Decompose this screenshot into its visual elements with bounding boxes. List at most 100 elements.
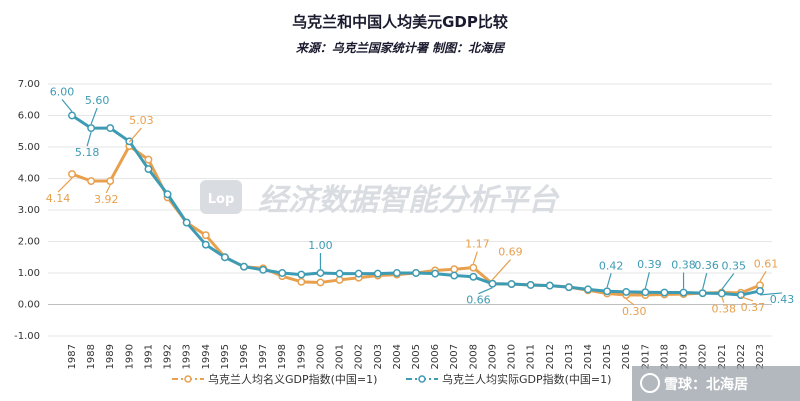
- data-point-1: [698, 289, 707, 298]
- watermark-logo: Lop: [208, 192, 235, 207]
- data-label-pointer: [478, 287, 493, 295]
- data-point-1: [144, 165, 153, 174]
- data-label: 0.37: [741, 296, 765, 314]
- data-label-pointer: [606, 273, 612, 288]
- data-label-text: 0.66: [466, 294, 491, 307]
- x-tick-label: 2013: [564, 344, 575, 369]
- data-label: 0.30: [622, 298, 646, 318]
- data-point-1: [450, 271, 459, 280]
- data-point-1: [259, 265, 268, 274]
- watermark-text: 经济数据智能分析平台: [258, 183, 560, 218]
- data-point-1: [392, 269, 401, 277]
- data-point-1: [469, 272, 478, 281]
- x-tick-label: 2015: [602, 344, 613, 369]
- data-label-pointer: [721, 296, 725, 303]
- data-label-text: 0.36: [694, 259, 719, 272]
- data-label-text: 4.14: [46, 192, 71, 205]
- data-label-text: 0.35: [722, 259, 747, 272]
- data-label-text: 6.00: [50, 86, 75, 99]
- data-point-0: [450, 265, 459, 274]
- data-point-1: [335, 269, 344, 278]
- legend-label-nominal: 乌克兰人均名义GDP指数(中国=1): [208, 372, 377, 386]
- data-label: 5.18: [75, 131, 100, 159]
- data-label: 0.69: [491, 246, 523, 281]
- data-label: 0.38: [671, 259, 696, 289]
- data-label: 4.14: [46, 177, 73, 205]
- data-label: 0.38: [712, 296, 737, 316]
- data-label-text: 0.43: [770, 293, 795, 306]
- legend: 乌克兰人均名义GDP指数(中国=1) 乌克兰人均实际GDP指数(中国=1): [172, 372, 611, 386]
- data-point-1: [622, 287, 631, 296]
- data-point-1: [584, 285, 592, 294]
- x-tick-label: 2017: [640, 344, 651, 369]
- x-tick-label: 2019: [679, 344, 690, 369]
- data-point-1: [182, 218, 191, 227]
- data-point-1: [679, 288, 688, 297]
- data-label-pointer: [86, 131, 92, 147]
- data-point-1: [488, 279, 497, 288]
- x-tick-label: 2005: [411, 344, 422, 369]
- data-point-1: [736, 291, 745, 299]
- y-axis-ticks: 7.00 6.00 5.00 4.00 3.00 2.00 1.00 0.00 -1.00: [14, 79, 40, 342]
- x-tick-label: 1996: [239, 344, 250, 369]
- data-label: 0.39: [637, 258, 662, 289]
- x-tick-label: 2007: [449, 344, 460, 369]
- x-tick-label: 1990: [124, 344, 135, 369]
- data-point-1: [431, 269, 440, 278]
- data-label-pointer: [759, 292, 783, 296]
- data-label: 0.35: [721, 259, 747, 290]
- watermark: Lop 经济数据智能分析平台: [200, 180, 560, 218]
- data-point-1: [316, 269, 325, 277]
- data-label-pointer: [491, 259, 511, 281]
- annotations: 6.00 5.60 5.18 5.03 4.14 3.92 1.00 1.17 0.69 0.66…: [46, 86, 795, 319]
- chart-subtitle: 来源：乌克兰国家统计署 制图：北海居: [296, 41, 506, 55]
- x-tick-label: 2003: [373, 344, 384, 369]
- data-label-pointer: [128, 127, 142, 143]
- x-tick-label: 1999: [296, 344, 307, 369]
- data-label: 0.66: [466, 287, 493, 307]
- data-point-1: [603, 287, 612, 296]
- x-tick-label: 2001: [335, 344, 346, 369]
- x-tick-label: 1994: [201, 344, 212, 369]
- x-tick-label: 1987: [67, 344, 78, 369]
- data-point-0: [68, 170, 76, 179]
- data-point-1: [106, 124, 115, 133]
- y-tick-label: 6.00: [18, 111, 40, 122]
- series-layer: [68, 111, 764, 299]
- data-point-0: [87, 177, 96, 185]
- data-point-1: [163, 190, 172, 199]
- x-tick-label: 2008: [468, 344, 479, 369]
- data-point-1: [87, 124, 96, 133]
- credit-badge: 雪球：北海居: [632, 366, 800, 401]
- x-tick-label: 2021: [717, 344, 728, 369]
- data-label: 1.17: [465, 238, 490, 264]
- data-point-0: [335, 275, 344, 284]
- y-tick-label: 0.00: [18, 300, 40, 311]
- y-tick-label: 5.00: [18, 142, 40, 153]
- data-point-1: [68, 111, 76, 120]
- x-tick-label: 2014: [583, 344, 594, 369]
- x-tick-label: 1993: [182, 344, 193, 369]
- data-label: 1.00: [308, 239, 333, 269]
- y-tick-label: 1.00: [18, 268, 40, 279]
- x-tick-label: 2009: [487, 344, 498, 369]
- chart-title: 乌克兰和中国人均美元GDP比较: [292, 13, 508, 31]
- data-label-text: 0.38: [712, 303, 737, 316]
- data-label-pointer: [625, 298, 635, 306]
- data-label-text: 0.69: [498, 246, 523, 259]
- legend-item-real: 乌克兰人均实际GDP指数(中国=1): [406, 372, 611, 386]
- data-point-1: [564, 283, 573, 292]
- data-label-text: 5.18: [75, 146, 100, 159]
- gridlines: [48, 83, 772, 337]
- x-tick-label: 2002: [354, 344, 365, 369]
- data-point-1: [526, 281, 535, 289]
- data-point-0: [106, 177, 115, 185]
- data-point-0: [316, 278, 325, 287]
- legend-label-real: 乌克兰人均实际GDP指数(中国=1): [442, 372, 611, 386]
- x-tick-label: 2018: [659, 344, 670, 369]
- data-point-1: [507, 280, 516, 288]
- data-label-pointer: [57, 177, 73, 193]
- x-tick-label: 2006: [430, 344, 441, 369]
- data-label-pointer: [702, 273, 708, 290]
